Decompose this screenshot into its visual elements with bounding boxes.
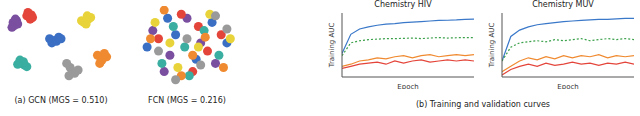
html-text:Chemistry MUV: Chemistry MUV <box>532 0 594 9</box>
svg-text:Training AUC: Training AUC <box>488 23 496 69</box>
svg-text:Epoch: Epoch <box>557 83 578 89</box>
svg-text:Training AUC: Training AUC <box>328 23 336 69</box>
html-text:(b) Training and validation cu: (b) Training and validation curves <box>416 100 550 109</box>
svg-text:Epoch: Epoch <box>397 83 418 89</box>
html-text:Chemistry HIV: Chemistry HIV <box>374 0 432 9</box>
html-text:(a) GCN (MGS = 0.510): (a) GCN (MGS = 0.510) <box>14 96 108 105</box>
html-text:FCN (MGS = 0.216): FCN (MGS = 0.216) <box>148 96 226 105</box>
